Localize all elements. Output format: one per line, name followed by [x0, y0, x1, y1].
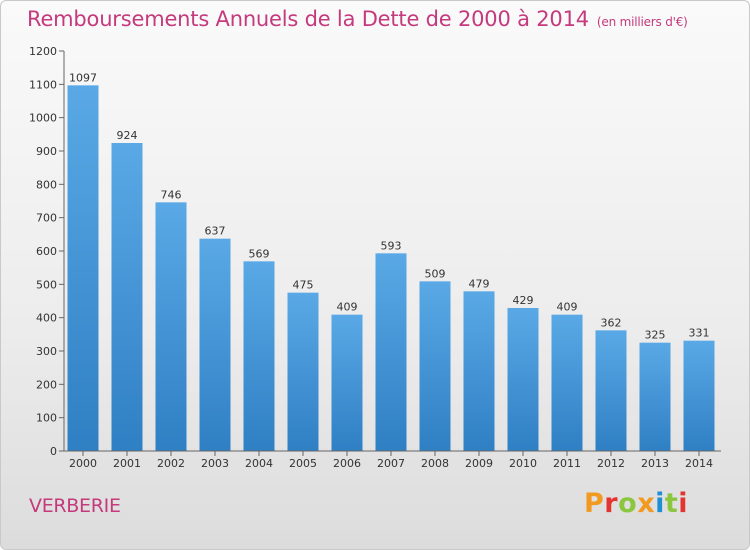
x-tick-label: 2009: [465, 457, 493, 470]
proxiti-logo[interactable]: Proxiti: [584, 488, 688, 519]
bar: [243, 261, 275, 451]
logo-letter: t: [664, 488, 679, 519]
bar: [507, 308, 539, 451]
logo-letter: P: [584, 488, 605, 519]
x-tick-label: 2012: [597, 457, 625, 470]
x-tick-label: 2014: [685, 457, 713, 470]
bar: [551, 314, 583, 451]
bar-value-label: 325: [645, 329, 666, 342]
bar-value-label: 362: [601, 316, 622, 329]
x-tick-label: 2013: [641, 457, 669, 470]
x-tick-label: 2006: [333, 457, 361, 470]
bar: [639, 342, 671, 451]
bar-value-label: 593: [381, 239, 402, 252]
x-axis: 2000 2001 2002 2003 2004 2005 2006 2007 2008 2009…: [64, 450, 721, 470]
x-tick-label: 2010: [509, 457, 537, 470]
bar: [111, 143, 143, 451]
y-tick-label: 400: [36, 312, 57, 325]
chart-subtitle: (en milliers d'€): [596, 15, 688, 29]
y-tick-label: 100: [36, 412, 57, 425]
y-tick-label: 600: [36, 245, 57, 258]
x-tick-label: 2000: [69, 457, 97, 470]
town-name: VERBERIE: [29, 495, 121, 517]
x-tick-label: 2011: [553, 457, 581, 470]
chart-title-text: Remboursements Annuels de la Dette de 20…: [27, 7, 589, 31]
y-axis: 0 100 200 300 400 500 600 700 800 900 1000 1100 1200: [29, 45, 65, 458]
x-tick-label: 2007: [377, 457, 405, 470]
logo-letter: o: [618, 488, 638, 519]
bar: [67, 85, 99, 451]
y-tick-label: 0: [50, 445, 57, 458]
y-tick-label: 900: [36, 145, 57, 158]
bar: [595, 330, 627, 451]
bar-value-label: 429: [513, 294, 534, 307]
x-tick-label: 2003: [201, 457, 229, 470]
bar-value-label: 569: [249, 247, 270, 260]
bar-value-label: 475: [293, 279, 314, 292]
bars: 1097 924 746 637 569 475 409 593 509 479 429 409 362…: [67, 71, 715, 451]
x-tick-label: 2002: [157, 457, 185, 470]
bar-value-label: 479: [469, 277, 490, 290]
y-tick-label: 1200: [29, 45, 57, 58]
y-tick-label: 200: [36, 378, 57, 391]
bar-value-label: 409: [337, 301, 358, 314]
bar: [375, 253, 407, 451]
logo-letter: i: [678, 488, 689, 519]
bar: [287, 292, 319, 451]
x-tick-label: 2008: [421, 457, 449, 470]
bar-value-label: 637: [205, 225, 226, 238]
bar-value-label: 924: [117, 129, 138, 142]
bar: [199, 238, 231, 451]
logo-letter: r: [604, 488, 619, 519]
bar-value-label: 509: [425, 267, 446, 280]
logo-letter: x: [637, 488, 656, 519]
y-tick-label: 500: [36, 278, 57, 291]
bar: [331, 314, 363, 451]
y-tick-label: 1000: [29, 112, 57, 125]
x-tick-label: 2005: [289, 457, 317, 470]
bar-value-label: 746: [161, 188, 182, 201]
bar: [155, 202, 187, 451]
y-tick-label: 300: [36, 345, 57, 358]
y-tick-label: 700: [36, 212, 57, 225]
y-tick-label: 800: [36, 178, 57, 191]
x-tick-label: 2001: [113, 457, 141, 470]
chart-title: Remboursements Annuels de la Dette de 20…: [27, 7, 688, 31]
bar-value-label: 409: [557, 301, 578, 314]
bar-value-label: 1097: [69, 71, 97, 84]
bar: [683, 340, 715, 451]
bar-value-label: 331: [689, 327, 710, 340]
logo-letter: i: [655, 488, 665, 519]
y-tick-label: 1100: [29, 78, 57, 91]
bar: [463, 291, 495, 451]
bar: [419, 281, 451, 451]
x-tick-label: 2004: [245, 457, 273, 470]
